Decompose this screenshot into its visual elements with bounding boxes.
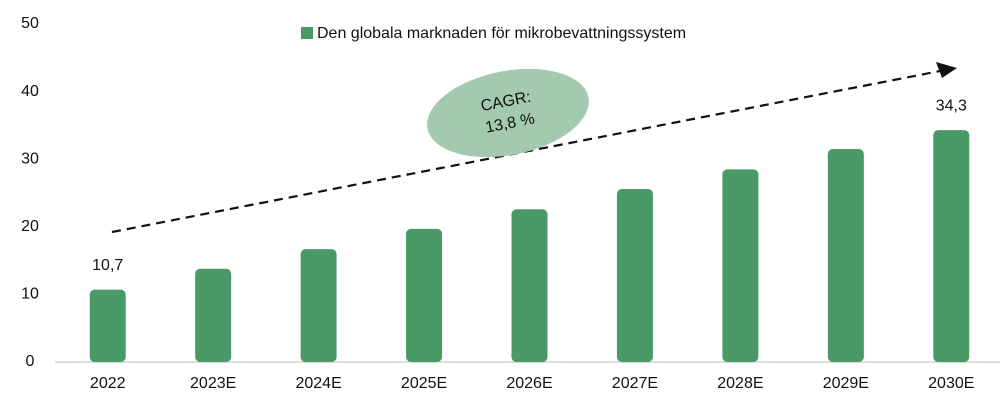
value-label: 10,7 <box>92 257 123 274</box>
y-tick-label: 20 <box>21 218 39 235</box>
legend-label: Den globala marknaden för mikrobevattnin… <box>317 25 686 42</box>
bar <box>300 249 337 362</box>
x-tick-label: 2023E <box>190 375 236 392</box>
x-tick-label: 2025E <box>401 375 447 392</box>
bar <box>616 188 653 362</box>
ellipse <box>427 68 589 158</box>
x-tick-label: 2024E <box>295 375 341 392</box>
legend-swatch <box>301 27 313 39</box>
y-tick-label: 50 <box>21 15 39 32</box>
x-tick-label: 2027E <box>612 375 658 392</box>
bar <box>933 130 970 362</box>
bar <box>89 289 126 362</box>
y-tick-label: 10 <box>21 286 39 303</box>
x-tick-label: 2026E <box>506 375 552 392</box>
x-tick-label: 2030E <box>928 375 974 392</box>
x-tick-label: 2028E <box>717 375 763 392</box>
cagr-bubble: CAGR: 13,8 % <box>427 68 589 158</box>
bar <box>827 149 864 362</box>
y-tick-label: 0 <box>26 353 35 370</box>
y-tick-label: 30 <box>21 150 39 167</box>
bar <box>195 268 232 362</box>
arrow-head <box>936 62 957 78</box>
value-label: 34,3 <box>936 97 967 114</box>
bar <box>722 169 759 362</box>
x-tick-label: 2029E <box>823 375 869 392</box>
bar <box>406 228 443 362</box>
bar <box>511 209 548 362</box>
x-tick-label: 2022 <box>90 375 126 392</box>
y-tick-label: 40 <box>21 83 39 100</box>
